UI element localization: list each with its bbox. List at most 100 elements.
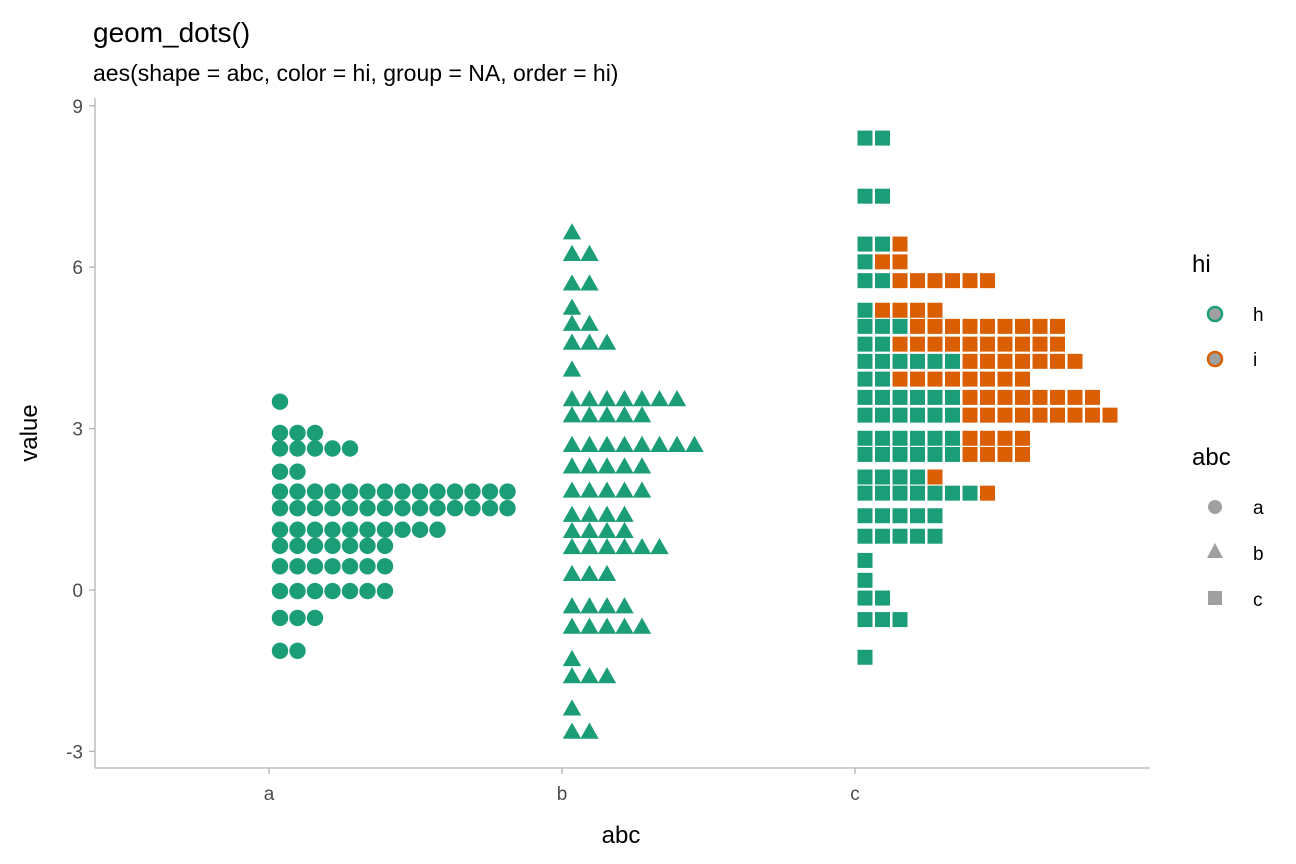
dot-a-h [306, 483, 324, 500]
dot-b-h [580, 314, 599, 331]
dot-b-h [632, 537, 652, 555]
dot-a-h [324, 537, 341, 555]
dot-b-h [632, 390, 652, 407]
dot-a-h [376, 537, 394, 555]
dot-b-h [580, 564, 599, 582]
dot-c-i [997, 371, 1013, 387]
dot-a-h [464, 483, 481, 500]
dot-b-h [615, 457, 634, 474]
dot-b-h [615, 537, 634, 555]
dot-a-h [429, 521, 446, 538]
dot-b-h [597, 537, 617, 555]
dot-c-i [1067, 389, 1083, 405]
dot-a-h [271, 440, 289, 457]
dot-a-h [359, 521, 376, 538]
dot-c-h [945, 430, 960, 446]
dot-a-h [289, 521, 306, 538]
dot-a-h [376, 558, 394, 575]
dot-b-h [650, 537, 669, 555]
dot-c-i [945, 273, 960, 289]
dot-b-h [615, 390, 634, 407]
dot-b-h [597, 481, 617, 498]
dot-c-i [1015, 371, 1030, 387]
dot-c-i [927, 469, 943, 485]
dot-a-h [324, 521, 341, 538]
dot-a-h [324, 440, 341, 457]
dot-a-h [271, 642, 289, 659]
dot-c-h [892, 528, 908, 544]
dot-c-h [857, 552, 873, 568]
dot-b-h [562, 435, 582, 452]
dot-c-h [892, 318, 908, 334]
dot-c-h [875, 612, 890, 628]
dot-c-i [892, 371, 908, 387]
dot-b-h [597, 667, 617, 684]
dot-a-h [394, 500, 411, 517]
dot-c-i [910, 371, 925, 387]
dot-b-h [597, 564, 617, 582]
dot-c-i [1015, 336, 1030, 352]
dot-a-h [271, 537, 289, 555]
dot-c-h [892, 612, 908, 628]
dot-c-h [857, 371, 873, 387]
dot-a-h [324, 483, 341, 500]
dot-a-h [341, 537, 359, 555]
dot-b-h [597, 390, 617, 407]
dot-a-h [376, 500, 394, 517]
x-tick-label: c [850, 784, 860, 805]
dot-b-h [562, 597, 582, 614]
dot-c-h [910, 485, 925, 501]
dot-c-i [1015, 389, 1030, 405]
dot-c-i [997, 336, 1013, 352]
dot-c-i [980, 407, 995, 423]
dot-b-h [597, 521, 617, 539]
dot-a-h [289, 500, 306, 517]
dot-b-h [580, 505, 599, 522]
dot-c-i [1032, 353, 1048, 369]
dot-c-h [857, 254, 873, 270]
dot-a-h [289, 642, 306, 659]
dot-c-h [857, 430, 873, 446]
legend-key-b [1207, 543, 1223, 558]
dot-a-h [446, 500, 464, 517]
y-tick-label: -3 [66, 742, 83, 763]
dot-b-h [580, 722, 599, 739]
dot-a-h [324, 582, 341, 600]
dot-a-h [289, 582, 306, 600]
dot-c-h [875, 446, 890, 462]
dot-c-i [910, 336, 925, 352]
dot-b-h [667, 435, 687, 452]
dot-c-h [927, 407, 943, 423]
dot-b-h [615, 435, 634, 452]
dot-b-h [580, 537, 599, 555]
dot-c-i [997, 353, 1013, 369]
dot-c-i [980, 446, 995, 462]
dot-b-h [650, 435, 669, 452]
legend-label-b: b [1253, 544, 1264, 565]
dot-a-h [289, 483, 306, 500]
dot-c-i [1085, 407, 1100, 423]
legend-key-a [1208, 500, 1222, 514]
dot-b-h [615, 481, 634, 498]
dot-c-h [857, 508, 873, 524]
dot-c-h [892, 446, 908, 462]
dot-c-i [1015, 430, 1030, 446]
dot-c-i [962, 389, 978, 405]
dot-a-h [289, 424, 306, 442]
dot-a-h [376, 521, 394, 538]
dot-c-h [857, 572, 873, 588]
dot-c-h [857, 485, 873, 501]
dot-a-h [341, 521, 359, 538]
dot-a-h [289, 463, 306, 480]
dot-c-h [875, 188, 890, 204]
dot-a-h [429, 483, 446, 500]
dot-a-h [359, 483, 376, 500]
dot-a-h [411, 483, 429, 500]
legend-key-c [1208, 591, 1222, 605]
dot-c-i [927, 318, 943, 334]
dot-c-i [910, 318, 925, 334]
legend-key-h [1206, 305, 1224, 323]
dot-b-h [667, 390, 687, 407]
dot-a-h [271, 500, 289, 517]
